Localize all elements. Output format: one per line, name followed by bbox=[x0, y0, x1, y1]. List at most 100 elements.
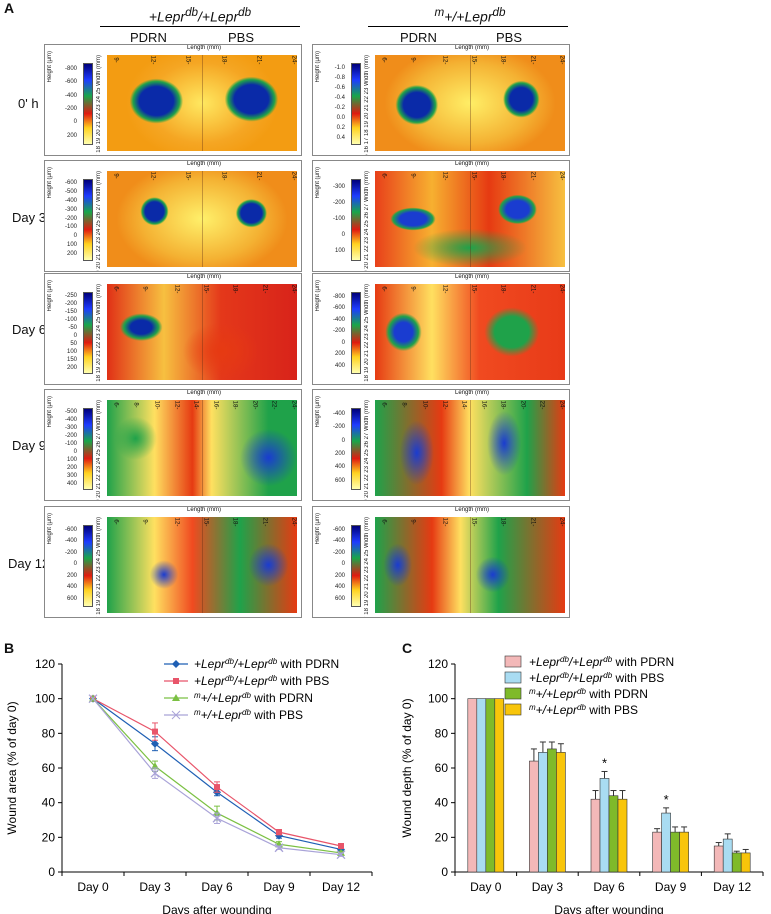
colorbar-tick: -500 bbox=[64, 409, 77, 415]
x-tick-label: Day 3 bbox=[139, 880, 171, 894]
length-tick: 21- bbox=[528, 517, 535, 527]
heatmap-image bbox=[107, 171, 297, 267]
colorbar-tick: 600 bbox=[334, 595, 345, 602]
length-tick: 6- bbox=[380, 173, 387, 179]
colorbar-tick: 200 bbox=[66, 465, 77, 471]
length-tick: 8- bbox=[400, 402, 407, 408]
center-divider bbox=[202, 171, 203, 267]
length-tick: 24- bbox=[558, 517, 565, 527]
y-tick-label: 120 bbox=[428, 657, 448, 671]
length-tick: 21- bbox=[255, 55, 262, 65]
row-label-day12: Day 12 bbox=[8, 556, 50, 571]
heatmap-image bbox=[375, 284, 565, 380]
length-tick: 18- bbox=[499, 284, 506, 294]
length-axis-label: Length (mm) bbox=[454, 274, 489, 280]
y-tick-label: 60 bbox=[42, 761, 56, 775]
x-tick-label: Day 6 bbox=[201, 880, 233, 894]
length-tick: 12- bbox=[172, 517, 179, 527]
length-tick: 16- bbox=[480, 400, 487, 410]
bar bbox=[485, 698, 496, 873]
colorbar-tick: 0 bbox=[341, 339, 345, 346]
length-tick: 18- bbox=[499, 400, 506, 410]
colorbar-tick: 400 bbox=[334, 584, 345, 591]
colorbar-tick: -200 bbox=[64, 105, 77, 112]
length-tick: 9- bbox=[410, 57, 416, 63]
x-tick-label: Day 12 bbox=[713, 880, 751, 894]
length-tick: 9- bbox=[410, 519, 416, 525]
heatmap-image bbox=[375, 517, 565, 613]
length-tick: 24- bbox=[558, 400, 565, 410]
legend-label: m+/+Leprdb with PBS bbox=[529, 703, 638, 718]
length-tick: 20- bbox=[251, 400, 258, 410]
heatmap-panel: Length (mm) 6- 9- 12- 15- 18- 21- 24- Height (μm… bbox=[44, 273, 302, 385]
bar bbox=[731, 852, 742, 873]
colorbar bbox=[351, 525, 361, 607]
length-axis-label: Length (mm) bbox=[186, 161, 221, 167]
length-tick: 15- bbox=[470, 171, 477, 181]
length-tick: 22- bbox=[270, 400, 277, 410]
bar bbox=[547, 748, 557, 873]
significance-marker: * bbox=[664, 792, 669, 807]
heatmap-image bbox=[107, 284, 297, 380]
colorbar-tick: -100 bbox=[332, 216, 345, 222]
colorbar-tick: 300 bbox=[66, 473, 77, 479]
width-axis-label: 18 19 20 21 22 23 24 25 26 27 Width (mm) bbox=[96, 400, 102, 501]
length-tick: 12- bbox=[440, 171, 447, 181]
data-point bbox=[274, 843, 284, 853]
colorbar bbox=[351, 408, 361, 490]
heatmap-image bbox=[107, 400, 297, 496]
colorbar-ticks: -600 -500 -400 -300 -200 -100 0 100 200 bbox=[51, 179, 77, 259]
colorbar-tick: 0.0 bbox=[336, 115, 345, 121]
colorbar-ticks: -250 -200 -150 -100 -50 0 50 100 150 200 bbox=[51, 292, 77, 372]
colorbar-tick: -100 bbox=[64, 224, 77, 231]
colorbar-tick: -0.4 bbox=[334, 95, 345, 101]
colorbar-tick: 600 bbox=[66, 595, 77, 602]
length-tick: 21- bbox=[255, 171, 262, 181]
bar bbox=[722, 838, 733, 873]
colorbar-tick: 100 bbox=[66, 349, 77, 355]
heatmap-image bbox=[375, 171, 565, 267]
length-tick: 24- bbox=[290, 284, 297, 294]
width-axis-label: 15 16 17 18 19 20 21 22 23 Width (mm) bbox=[364, 55, 370, 156]
colorbar-tick: -500 bbox=[64, 188, 77, 195]
colorbar-tick: 0.2 bbox=[336, 125, 345, 131]
data-point bbox=[336, 850, 346, 860]
length-tick: 18- bbox=[219, 55, 226, 65]
legend-marker bbox=[172, 694, 180, 701]
colorbar-tick: -150 bbox=[64, 309, 77, 315]
length-tick: 9- bbox=[410, 173, 416, 179]
length-tick: 18- bbox=[499, 171, 506, 181]
length-tick: 15- bbox=[184, 55, 191, 65]
length-tick: 6- bbox=[380, 57, 387, 63]
data-point bbox=[212, 813, 222, 823]
length-tick: 15- bbox=[470, 284, 477, 294]
series-line bbox=[92, 698, 342, 856]
row-label-day9: Day 9 bbox=[12, 438, 46, 453]
length-tick: 18- bbox=[231, 400, 238, 410]
colorbar bbox=[83, 179, 93, 261]
colorbar-tick: -400 bbox=[332, 538, 345, 545]
colorbar-tick: -250 bbox=[64, 293, 77, 299]
length-tick: 24- bbox=[558, 284, 565, 294]
length-tick: 24- bbox=[558, 171, 565, 181]
colorbar-ticks: -400 -200 0 200 400 600 bbox=[319, 408, 345, 488]
length-tick: 12- bbox=[149, 171, 156, 181]
length-tick: 9- bbox=[112, 173, 119, 179]
panel-b-label: B bbox=[4, 640, 15, 656]
legend-swatch bbox=[504, 671, 522, 684]
legend-label: +Leprdb/+Leprdb with PDRN bbox=[194, 657, 339, 672]
length-tick: 12- bbox=[172, 284, 179, 294]
x-axis-title: Days after wounding bbox=[162, 903, 271, 914]
colorbar-tick: -200 bbox=[332, 200, 345, 206]
x-tick-label: Day 9 bbox=[655, 880, 687, 894]
colorbar-tick: 200 bbox=[334, 572, 345, 579]
legend-label: m+/+Leprdb with PDRN bbox=[194, 691, 313, 706]
colorbar-tick: -300 bbox=[64, 425, 77, 431]
data-point bbox=[338, 843, 344, 849]
center-divider bbox=[202, 517, 203, 613]
length-tick: 9- bbox=[142, 519, 148, 525]
colorbar-tick: -0.8 bbox=[334, 75, 345, 81]
width-axis-label: 17 18 19 20 21 22 23 24 25 Width (mm) bbox=[96, 284, 102, 385]
length-tick: 18- bbox=[231, 284, 238, 294]
group-header-db-db: +Leprdb/+Leprdb bbox=[148, 6, 252, 25]
